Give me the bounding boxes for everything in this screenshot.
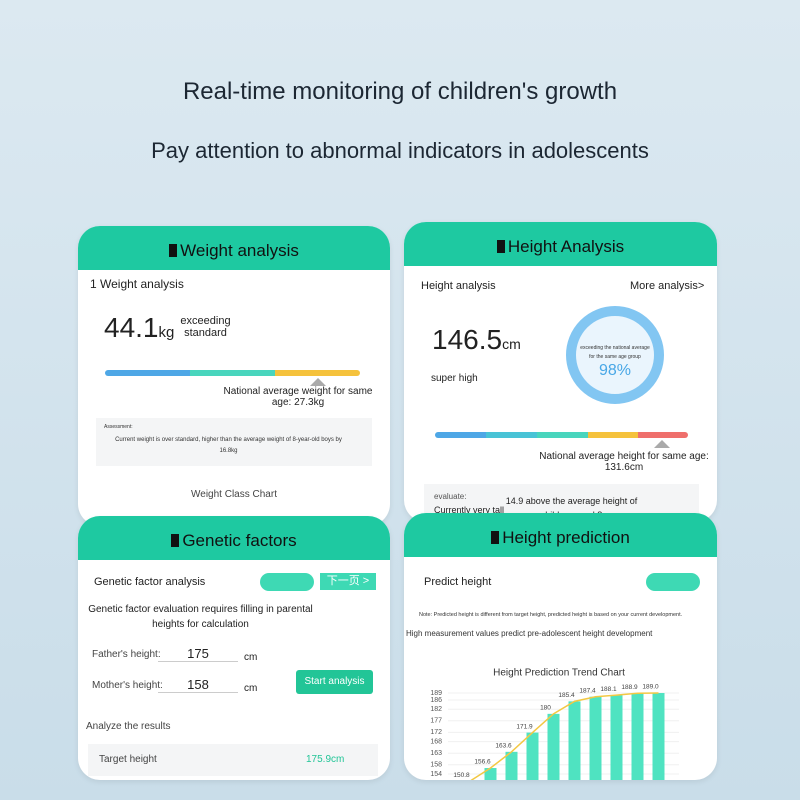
data-label: 171.9 — [516, 723, 533, 730]
bar — [589, 696, 602, 780]
trend-line — [470, 692, 659, 780]
weight-card: Weight analysis 1 Weight analysis 44.1kg… — [78, 226, 390, 526]
scale-segment — [486, 432, 537, 438]
y-tick-label: 186 — [430, 697, 442, 704]
evaluate-label: evaluate: — [434, 492, 467, 501]
card-title: Height Analysis — [507, 237, 625, 256]
data-label: 188.1 — [600, 686, 617, 693]
assessment-box: Assessment: Current weight is over stand… — [96, 418, 372, 466]
y-tick-label: 189 — [430, 690, 442, 697]
card-header: Height Analysis — [404, 222, 717, 266]
bar — [652, 693, 665, 780]
average: National average weight for same age: 27… — [223, 386, 373, 408]
section-label: Height analysis — [421, 280, 496, 292]
value: 146.5 — [432, 324, 503, 355]
page-subtitle: Pay attention to abnormal indicators in … — [151, 138, 649, 163]
unit: cm — [244, 652, 258, 663]
genetic-card: Genetic factors Genetic factor analysis … — [78, 516, 390, 780]
father-input[interactable]: 175 — [158, 646, 238, 662]
chart-link[interactable]: Weight Class Chart — [191, 489, 277, 500]
assessment: Current weight is over standard, higher … — [115, 437, 342, 454]
card-header: Weight analysis — [78, 226, 390, 270]
y-tick-label: 154 — [430, 771, 442, 778]
more-link[interactable]: More analysis> — [630, 280, 705, 292]
average: National average height for same age: 13… — [539, 451, 709, 473]
assessment-label: Assessment: — [104, 424, 133, 430]
note: Note: Predicted height is different from… — [419, 612, 683, 618]
height-value: 146.5cm — [432, 324, 521, 356]
data-label: 163.6 — [495, 743, 512, 750]
chart-title: Height Prediction Trend Chart — [493, 668, 625, 679]
bar — [484, 768, 497, 780]
ring-text: exceeding the national average for the s… — [580, 345, 650, 360]
status: super high — [431, 373, 478, 384]
results-label: Analyze the results — [86, 721, 171, 732]
data-label: 180 — [540, 705, 551, 712]
subtitle: High measurement values predict pre-adol… — [406, 629, 653, 638]
status: exceeding standard — [180, 315, 231, 339]
unit: cm — [502, 336, 521, 352]
y-tick-label: 168 — [430, 738, 442, 745]
scale-segment — [275, 370, 360, 376]
data-label: 188.9 — [621, 684, 638, 691]
card-title: Height prediction — [502, 528, 630, 547]
ring-value: 98% — [598, 362, 632, 379]
next-button[interactable]: 下一页 > — [320, 573, 376, 590]
card-header: Height prediction — [404, 513, 717, 557]
card-title: Weight analysis — [180, 241, 299, 260]
instruction: Genetic factor evaluation requires filli… — [88, 604, 313, 630]
scale-segment — [435, 432, 486, 438]
bar — [526, 732, 539, 780]
scale-segment — [190, 370, 275, 376]
card-header: Genetic factors — [78, 516, 390, 560]
field-label: Mother's height: — [92, 680, 163, 691]
result-box: Target height 175.9cm — [88, 744, 378, 776]
marker — [654, 440, 670, 448]
start-button[interactable]: Start analysis — [296, 670, 373, 694]
scale-segment — [638, 432, 688, 438]
section-label: Predict height — [424, 576, 492, 588]
data-label: 150.8 — [453, 772, 470, 779]
bar — [568, 701, 581, 780]
bar — [631, 693, 644, 780]
prediction-card: Height prediction Predict height Note: P… — [404, 513, 717, 780]
weight-value: 44.1kg — [104, 312, 174, 344]
target-label: Target height — [99, 754, 157, 765]
field-label: Father's height: — [92, 649, 161, 660]
section-label: Genetic factor analysis — [94, 576, 206, 588]
toggle-button[interactable] — [646, 573, 700, 591]
mother-input[interactable]: 158 — [158, 677, 238, 693]
data-label: 189.0 — [642, 684, 659, 691]
y-tick-label: 177 — [430, 718, 442, 725]
evaluate: Currently very tall — [434, 505, 505, 515]
y-tick-label: 172 — [430, 729, 442, 736]
scale-segment — [537, 432, 588, 438]
target-value: 175.9cm — [306, 754, 345, 765]
ring: exceeding the national average for the s… — [566, 306, 664, 404]
data-label: 185.4 — [558, 692, 575, 699]
y-tick-label: 158 — [430, 762, 442, 769]
y-tick-label: 163 — [430, 750, 442, 757]
scale-segment — [588, 432, 638, 438]
marker — [310, 378, 326, 386]
unit: kg — [158, 324, 175, 341]
unit: cm — [244, 683, 258, 694]
bar — [505, 751, 518, 780]
scale-segment — [105, 370, 190, 376]
prev-button[interactable] — [260, 573, 314, 591]
page-title: Real-time monitoring of children's growt… — [182, 78, 618, 105]
section-label: 1 Weight analysis — [90, 277, 184, 291]
data-label: 156.6 — [474, 759, 491, 766]
card-title: Genetic factors — [182, 531, 297, 550]
value: 44.1 — [104, 312, 159, 343]
bar — [547, 713, 560, 780]
chart: Height Prediction Trend Chart 154 158 163 1… — [430, 668, 679, 780]
data-label: 187.4 — [579, 687, 596, 694]
y-tick-label: 182 — [430, 706, 442, 713]
height-card: Height Analysis Height analysis More ana… — [404, 222, 717, 522]
bar — [610, 695, 623, 780]
